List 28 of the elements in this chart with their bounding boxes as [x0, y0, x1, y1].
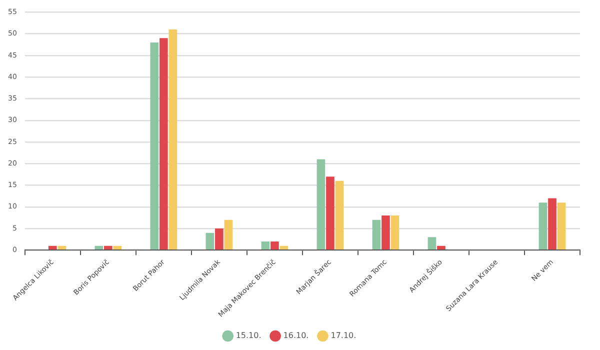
bar [548, 198, 556, 250]
bar [224, 220, 233, 250]
bar [113, 246, 122, 250]
bar [372, 220, 381, 250]
bar [557, 202, 566, 250]
bar [150, 42, 159, 250]
bar [58, 246, 66, 250]
bar [382, 216, 390, 250]
bar [390, 216, 400, 250]
bar [428, 237, 436, 250]
legend-label: 16.10. [283, 331, 309, 340]
bar [160, 38, 168, 250]
bar [316, 159, 326, 250]
bar [206, 232, 214, 250]
legend-label: 15.10. [236, 331, 262, 340]
bar [104, 246, 112, 250]
bar [437, 246, 446, 250]
bar [270, 242, 279, 250]
bar [335, 180, 344, 250]
bar [326, 176, 334, 250]
bar [215, 228, 224, 250]
bar [280, 246, 288, 250]
bar [168, 30, 178, 250]
bar [94, 246, 104, 250]
legend-label: 17.10. [330, 331, 356, 340]
bar [261, 242, 270, 250]
bar [48, 246, 57, 250]
bar [538, 202, 548, 250]
